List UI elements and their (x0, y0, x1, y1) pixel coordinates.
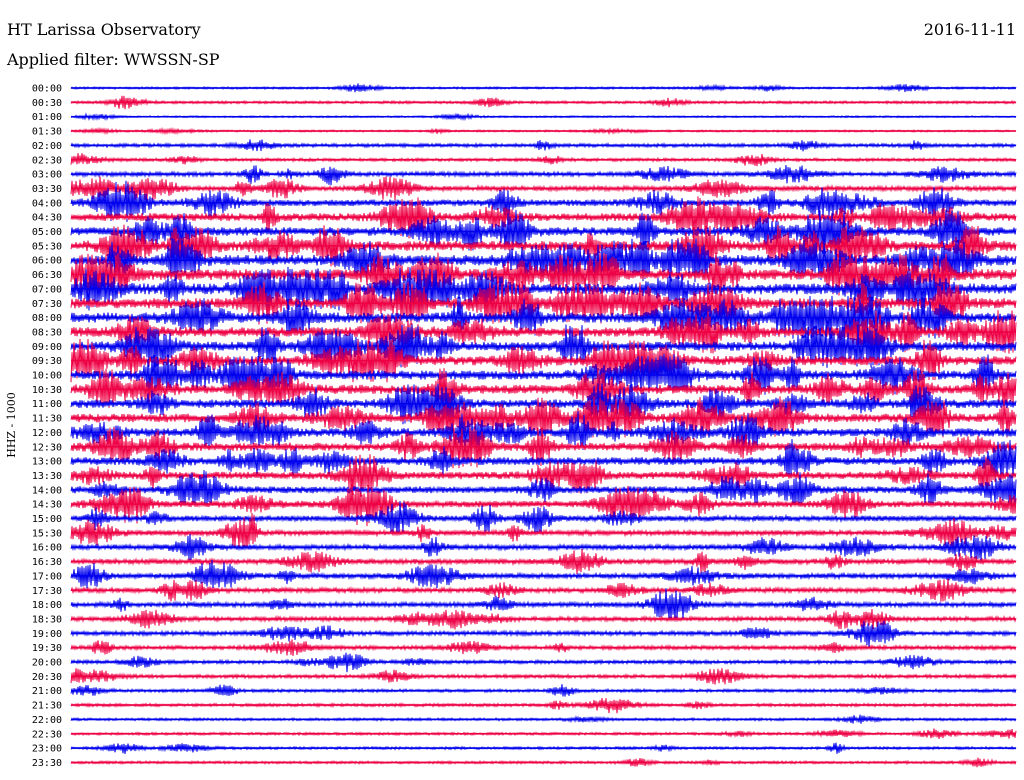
time-label-0430: 04:30 (32, 213, 62, 224)
trace-0800 (70, 295, 1017, 339)
time-label-0200: 02:00 (32, 141, 62, 152)
time-label-1200: 12:00 (32, 428, 62, 439)
time-label-0930: 09:30 (32, 356, 62, 367)
traces-group (70, 83, 1017, 768)
time-label-0730: 07:30 (32, 299, 62, 310)
time-label-1300: 13:00 (32, 457, 62, 468)
time-label-1430: 14:30 (32, 500, 62, 511)
time-label-2030: 20:30 (32, 672, 62, 683)
time-label-0230: 02:30 (32, 155, 62, 166)
date-label: 2016-11-11 (923, 20, 1016, 39)
time-label-1130: 11:30 (32, 414, 62, 425)
time-label-0800: 08:00 (32, 313, 62, 324)
trace-1300 (70, 439, 1017, 483)
time-label-2200: 22:00 (32, 715, 62, 726)
time-label-0500: 05:00 (32, 227, 62, 238)
time-label-2100: 21:00 (32, 686, 62, 697)
time-label-1930: 19:30 (32, 643, 62, 654)
time-label-0900: 09:00 (32, 342, 62, 353)
time-label-2230: 22:30 (32, 729, 62, 740)
time-label-1900: 19:00 (32, 629, 62, 640)
time-label-1600: 16:00 (32, 543, 62, 554)
time-label-2000: 20:00 (32, 658, 62, 669)
filter-label: Applied filter: WWSSN-SP (7, 50, 220, 69)
time-label-1700: 17:00 (32, 571, 62, 582)
time-label-0400: 04:00 (32, 198, 62, 209)
time-label-1330: 13:30 (32, 471, 62, 482)
time-label-1030: 10:30 (32, 385, 62, 396)
station-title: HT Larissa Observatory (7, 20, 201, 39)
time-label-1500: 15:00 (32, 514, 62, 525)
trace-1900 (70, 620, 1017, 648)
time-label-0030: 00:30 (32, 98, 62, 109)
time-label-1230: 12:30 (32, 442, 62, 453)
time-label-1730: 17:30 (32, 586, 62, 597)
time-label-2300: 23:00 (32, 744, 62, 755)
time-label-1630: 16:30 (32, 557, 62, 568)
time-label-0530: 05:30 (32, 241, 62, 252)
y-axis-label: HHZ - 1000 (5, 392, 18, 458)
time-label-0300: 03:00 (32, 170, 62, 181)
time-label-0100: 01:00 (32, 112, 62, 123)
trace-1700 (70, 559, 1017, 589)
time-label-0330: 03:30 (32, 184, 62, 195)
time-label-0830: 08:30 (32, 327, 62, 338)
time-label-0600: 06:00 (32, 256, 62, 267)
time-label-2130: 21:30 (32, 701, 62, 712)
time-label-0630: 06:30 (32, 270, 62, 281)
time-label-0700: 07:00 (32, 284, 62, 295)
time-labels-group: 00:00 00:30 01:00 01:30 02:00 02:30 03:00 03:30… (32, 84, 62, 769)
time-label-2330: 23:30 (32, 758, 62, 769)
time-label-0130: 01:30 (32, 127, 62, 138)
trace-0300 (70, 164, 1017, 186)
time-label-1800: 18:00 (32, 600, 62, 611)
time-label-1530: 15:30 (32, 528, 62, 539)
time-label-1400: 14:00 (32, 485, 62, 496)
time-label-1100: 11:00 (32, 399, 62, 410)
time-label-1830: 18:30 (32, 614, 62, 625)
time-label-0000: 00:00 (32, 84, 62, 95)
time-label-1000: 10:00 (32, 371, 62, 382)
trace-0600 (70, 238, 1017, 283)
